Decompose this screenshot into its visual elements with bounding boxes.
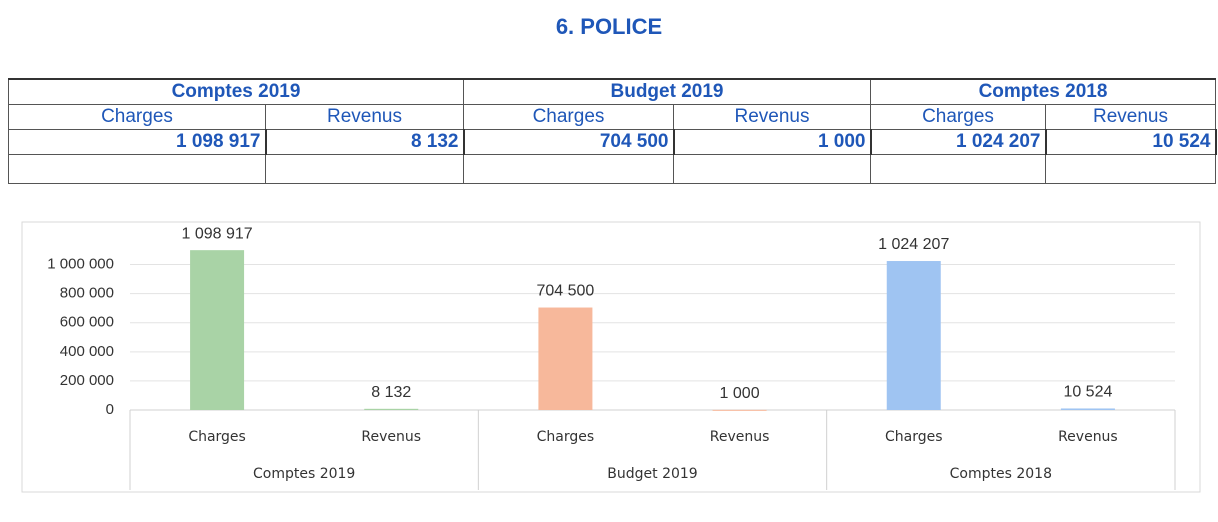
y-tick-label: 400 000 bbox=[60, 343, 114, 360]
table-cell: 1 000 bbox=[673, 129, 872, 155]
bar bbox=[190, 250, 245, 410]
x-tick-label: Revenus bbox=[361, 429, 421, 445]
group-label: Comptes 2018 bbox=[950, 466, 1052, 482]
table-cell: 8 132 bbox=[265, 129, 465, 155]
empty-row bbox=[8, 154, 1216, 184]
column-header: Revenus bbox=[673, 104, 871, 130]
data-label: 1 098 917 bbox=[181, 225, 252, 242]
summary-table: Comptes 2019 Budget 2019 Comptes 2018 Char… bbox=[8, 78, 1217, 184]
y-tick-label: 200 000 bbox=[60, 372, 114, 389]
group-header: Comptes 2019 bbox=[8, 78, 464, 105]
x-tick-label: Revenus bbox=[710, 429, 770, 445]
column-header: Revenus bbox=[265, 104, 464, 130]
table-cell: 1 098 917 bbox=[8, 129, 267, 155]
bar bbox=[1060, 408, 1115, 410]
chart-frame bbox=[21, 221, 1201, 493]
y-tick-label: 600 000 bbox=[60, 314, 114, 331]
x-tick-label: Charges bbox=[188, 429, 246, 445]
column-header: Revenus bbox=[1045, 104, 1216, 130]
data-label: 704 500 bbox=[536, 283, 594, 300]
y-tick-label: 1 000 000 bbox=[47, 256, 114, 273]
bar bbox=[712, 409, 767, 411]
x-tick-label: Charges bbox=[885, 429, 943, 445]
table-cell: 1 024 207 bbox=[870, 129, 1047, 155]
bar bbox=[538, 307, 593, 410]
data-label: 1 024 207 bbox=[878, 236, 949, 253]
group-label: Budget 2019 bbox=[607, 466, 697, 482]
data-label: 1 000 bbox=[720, 385, 760, 402]
y-tick-label: 0 bbox=[106, 401, 114, 418]
data-label: 10 524 bbox=[1063, 384, 1112, 401]
data-label: 8 132 bbox=[371, 384, 411, 401]
page-title: 6. POLICE bbox=[555, 14, 663, 39]
group-label: Comptes 2019 bbox=[253, 466, 355, 482]
bar bbox=[364, 408, 419, 410]
x-tick-label: Charges bbox=[537, 429, 595, 445]
table-cell: 10 524 bbox=[1045, 129, 1217, 155]
group-header: Comptes 2018 bbox=[870, 78, 1216, 105]
group-row: Comptes 2019 Budget 2019 Comptes 2018 bbox=[8, 78, 1216, 105]
column-header: Charges bbox=[463, 104, 674, 130]
value-row: 1 098 917 8 132 704 500 1 000 1 024 207 10 52… bbox=[8, 129, 1217, 155]
bar bbox=[886, 261, 941, 410]
column-row: Charges Revenus Charges Revenus Charges Reven… bbox=[8, 104, 1216, 130]
y-tick-label: 800 000 bbox=[60, 285, 114, 302]
table-cell: 704 500 bbox=[463, 129, 675, 155]
x-tick-label: Revenus bbox=[1058, 429, 1118, 445]
